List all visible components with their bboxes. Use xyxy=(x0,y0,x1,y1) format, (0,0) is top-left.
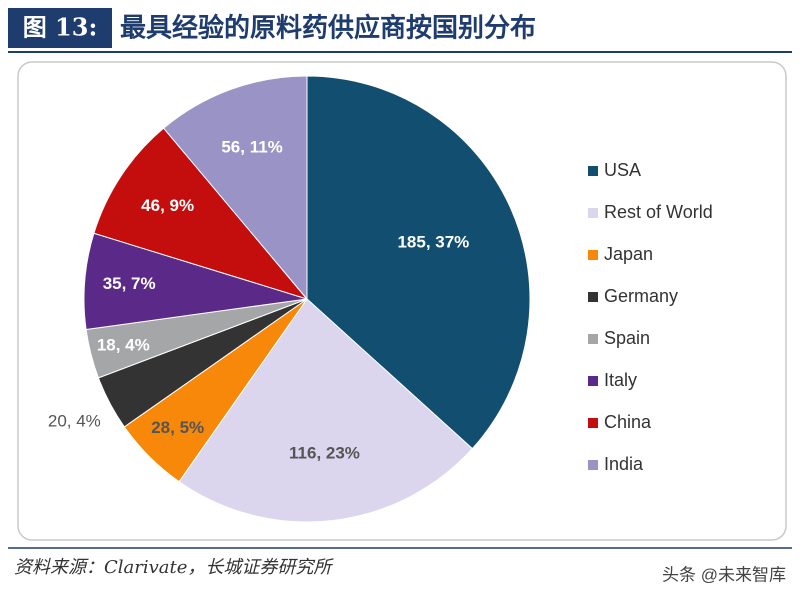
legend-label: USA xyxy=(604,160,641,180)
source-note: 资料来源：Clarivate，长城证券研究所 xyxy=(14,557,334,578)
data-label: 116, 23% xyxy=(289,444,360,463)
data-label: 56, 11% xyxy=(221,138,282,157)
legend-swatch xyxy=(588,208,598,218)
figure-label: 图 13: xyxy=(23,13,98,42)
legend-label: Italy xyxy=(604,370,637,390)
pie-slice xyxy=(178,298,474,523)
legend-swatch xyxy=(588,334,598,344)
legend-label: Germany xyxy=(604,286,678,306)
legend-label: India xyxy=(604,454,644,474)
data-label: 18, 4% xyxy=(97,335,150,354)
pie-slice xyxy=(306,75,531,450)
data-label: 46, 9% xyxy=(141,196,194,215)
legend-label: Rest of World xyxy=(604,202,713,222)
legend-swatch xyxy=(588,292,598,302)
data-label: 35, 7% xyxy=(103,274,156,293)
pie-slice xyxy=(162,75,308,301)
legend-swatch xyxy=(588,166,598,176)
legend-label: Spain xyxy=(604,328,650,348)
figure-label-box xyxy=(8,8,112,48)
legend-swatch xyxy=(588,418,598,428)
watermark: 头条 @未来智库 xyxy=(662,565,786,584)
legend-label: China xyxy=(604,412,652,432)
legend-swatch xyxy=(588,460,598,470)
header-title: 最具经验的原料药供应商按国别分布 xyxy=(120,13,536,44)
legend: USA Rest of World Japan Germany Spain Italy Ch… xyxy=(588,160,713,474)
data-label: 20, 4% xyxy=(48,411,101,430)
legend-swatch xyxy=(588,376,598,386)
data-label: 185, 37% xyxy=(397,232,469,251)
pie-slice xyxy=(93,127,309,300)
data-label: 28, 5% xyxy=(151,418,204,437)
legend-label: Japan xyxy=(604,244,653,264)
legend-swatch xyxy=(588,250,598,260)
pie: 185, 37% 116, 23% 28, 5% 20, 4% 18, 4% 35, 7%… xyxy=(48,75,531,523)
